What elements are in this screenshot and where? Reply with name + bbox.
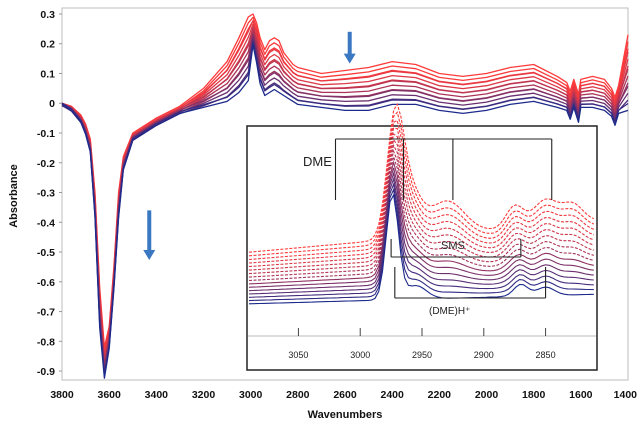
inset-spectrum-line-12	[248, 171, 594, 292]
arrows-group	[143, 31, 356, 260]
inset-spectrum-line-7	[248, 143, 594, 275]
x-tick-label: 2000	[475, 389, 499, 401]
y-tick-label: 0.3	[40, 9, 55, 21]
inset-spectrum-line-3	[248, 119, 595, 261]
spectrum-line-14	[61, 44, 629, 379]
y-tick-label: 0.1	[40, 68, 55, 80]
y-tick-label: -0.2	[37, 158, 55, 170]
inset-spectrum-line-13	[248, 176, 594, 295]
inset-spectrum-line-9	[248, 154, 594, 282]
y-tick-label: -0.6	[37, 277, 55, 289]
x-tick-label: 3800	[50, 389, 74, 401]
arrow-background-head	[343, 53, 356, 64]
inset-panel: 3050 3000 2950 2900 2850 DME SMS (DME)H⁺	[246, 102, 598, 371]
inset-tick-label: 3050	[288, 350, 308, 360]
inset-series-group	[248, 102, 595, 305]
x-tick-label: 1600	[569, 389, 593, 401]
inset-tick-group: 3050 3000 2950 2900 2850	[248, 328, 596, 360]
y-tick-label: -0.1	[37, 128, 55, 140]
inset-tick-label: 3000	[350, 350, 370, 360]
y-tick-label: -0.4	[37, 217, 55, 229]
inset-spectrum-line-11	[248, 167, 594, 288]
y-tick-group: 0.3 0.2 0.1 0 -0.1 -0.2 -0.3 -0.4 -0.5 -0.6 -0.7 -0…	[37, 9, 62, 378]
x-tick-label: 2800	[286, 389, 310, 401]
x-tick-label: 3000	[239, 389, 263, 401]
dmeh-bracket-label: (DME)H⁺	[429, 306, 470, 317]
y-tick-label: -0.5	[37, 247, 55, 259]
sms-bracket-label: SMS	[441, 240, 465, 252]
x-tick-label: 2400	[380, 389, 404, 401]
x-tick-group: 3800 3600 3400 3200 3000 2800 2600 2400 2200 2000…	[50, 389, 637, 401]
inset-spectrum-line-16	[248, 193, 594, 305]
inset-tick-label: 2850	[536, 350, 556, 360]
main-series-group	[61, 13, 629, 379]
inset-spectrum-line-5	[248, 133, 594, 268]
inset-spectrum-line-15	[248, 187, 594, 302]
y-tick-label: -0.8	[37, 336, 55, 348]
dme-bracket-label: DME	[303, 154, 332, 169]
y-tick-label: 0.2	[40, 39, 55, 51]
y-tick-label: 0	[49, 98, 55, 110]
y-axis-title: Absorbance	[8, 164, 20, 228]
inset-spectrum-line-10	[248, 160, 594, 285]
y-tick-label: -0.7	[37, 307, 55, 319]
x-tick-label: 1400	[614, 389, 638, 401]
inset-spectrum-line-6	[248, 138, 594, 271]
x-tick-label: 3200	[192, 389, 216, 401]
x-tick-label: 1800	[522, 389, 546, 401]
y-tick-label: -0.3	[37, 188, 55, 200]
x-tick-label: 2200	[428, 389, 452, 401]
arrow-hydroxyl-head	[143, 249, 156, 260]
x-tick-label: 2600	[333, 389, 357, 401]
x-tick-label: 3400	[145, 389, 169, 401]
inset-annotation-group: DME SMS (DME)H⁺	[303, 138, 553, 317]
y-tick-label: -0.9	[37, 366, 55, 378]
inset-tick-label: 2950	[412, 350, 432, 360]
x-tick-label: 3600	[97, 389, 121, 401]
inset-tick-label: 2900	[474, 350, 494, 360]
x-axis-title: Wavenumbers	[308, 409, 383, 421]
inset-spectrum-line-8	[248, 149, 594, 278]
inset-spectrum-line-14	[248, 182, 594, 298]
